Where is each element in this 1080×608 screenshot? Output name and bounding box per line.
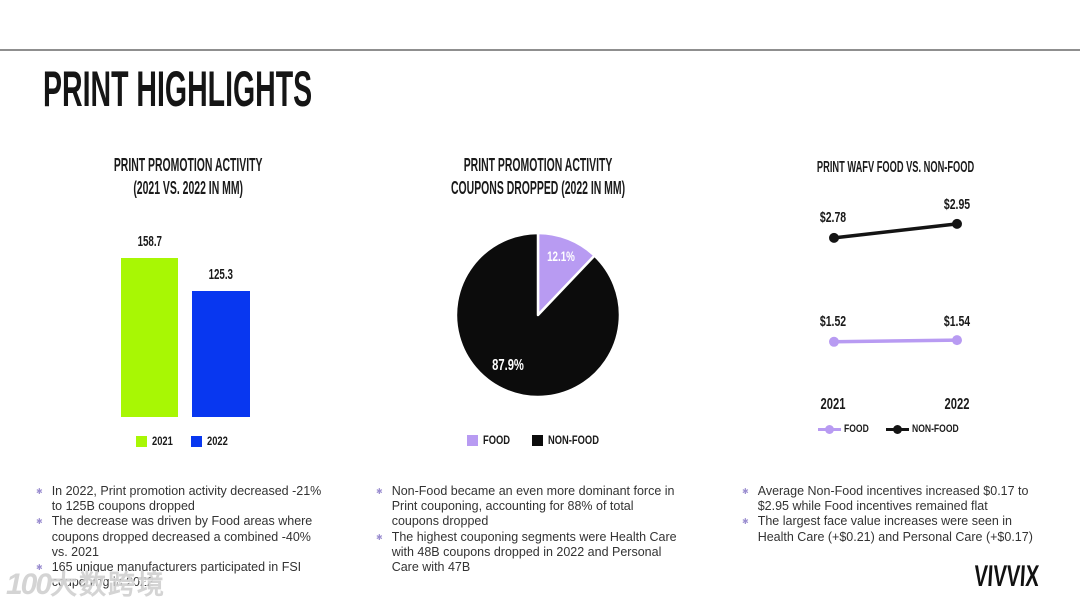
bullet-item: ✱ The highest couponing segments were Hea… [376,530,678,576]
bullet-text: Non-Food became an even more dominant fo… [391,484,675,529]
line-series-non-food [833,222,958,240]
line-chart-title: PRINT WAFV FOOD VS. NON-FOOD [760,156,1030,179]
vivvix-logo: VIVVIX [973,560,1040,593]
bullet-item: ✱ The decrease was driven by Food areas w… [36,514,326,560]
line-chart-legend: FOOD NON-FOOD [770,423,1020,435]
bar-2021: 158.7 [121,233,178,417]
bullet-icon: ✱ [36,487,43,496]
bar-2021-rect [121,258,178,417]
legend-label-nonfood: NON-FOOD [547,433,599,447]
bar-chart-title-line1: PRINT PROMOTION ACTIVITY [113,155,263,175]
watermark-logo: 100 [6,568,52,601]
legend-label-2022: 2022 [207,434,228,448]
data-point-non-food [952,218,962,229]
bullet-icon: ✱ [742,487,749,496]
bullet-icon: ✱ [36,517,43,527]
pie-label-nonfood: 87.9% [492,357,524,374]
value-food-2021: $1.52 [819,313,847,330]
legend-label-2021: 2021 [152,434,174,448]
pie-chart-legend: FOOD NON-FOOD [390,433,690,447]
value-nonfood-2022: $2.95 [943,196,971,213]
legend-item-2021: 2021 [136,434,179,448]
bullet-text: The highest couponing segments were Heal… [391,529,677,575]
watermark: 100大数跨境 [6,563,166,602]
bar-chart-legend: 2021 2022 [60,434,310,448]
page-title: PRINT HIGHLIGHTS [43,61,313,117]
legend-item-food-line: FOOD [818,423,876,435]
top-divider [0,49,1080,51]
bar-2022-rect [192,291,250,417]
legend-item-nonfood: NON-FOOD [531,433,613,447]
bullet-text: 165 unique manufacturers participated in… [51,560,302,590]
value-nonfood-2021: $2.78 [819,209,847,226]
bar-2022-value: 125.3 [208,266,234,283]
data-point-food [829,336,839,347]
legend-item-nonfood-line: NON-FOOD [885,423,972,435]
notes-col2: ✱ Non-Food became an even more dominant f… [376,484,678,575]
bullet-icon: ✱ [376,532,383,542]
notes-col3: ✱ Average Non-Food incentives increased $… [742,484,1037,545]
watermark-text: 大数跨境 [50,570,167,600]
legend-item-food: FOOD [467,433,518,447]
pie-chart-title-line1: PRINT PROMOTION ACTIVITY [463,155,613,175]
legend-item-2022: 2022 [191,434,234,448]
legend-swatch-2022 [191,435,202,447]
legend-label-food-line: FOOD [844,423,869,435]
pie-slice-food [536,231,596,317]
legend-swatch-nonfood [531,434,543,446]
bullet-item: ✱ Average Non-Food incentives increased $… [742,484,1037,514]
bar-2022: 125.3 [192,266,250,417]
bullet-icon: ✱ [376,487,383,496]
notes-col1: ✱ In 2022, Print promotion activity decre… [36,484,326,590]
bullet-item: ✱ In 2022, Print promotion activity decre… [36,484,326,514]
bar-chart-title: PRINT PROMOTION ACTIVITY (2021 VS. 2022 … [60,154,310,200]
bullet-item: ✱ 165 unique manufacturers participated i… [36,560,326,590]
bullet-text: Average Non-Food incentives increased $0… [757,484,1029,514]
legend-label-food: FOOD [483,433,511,447]
data-point-non-food [829,232,839,243]
bullet-icon: ✱ [36,563,43,573]
bullet-item: ✱ Non-Food became an even more dominant f… [376,484,678,530]
bar-chart-title-line2: (2021 VS. 2022 IN MM) [133,178,244,198]
bullet-text: The decrease was driven by Food areas wh… [51,514,313,559]
line-chart-title-line1: PRINT WAFV FOOD VS. NON-FOOD [816,159,975,176]
legend-line-nonfood [885,424,909,434]
bullet-text: The largest face value increases were se… [757,514,1033,544]
pie-chart-title: PRINT PROMOTION ACTIVITY COUPONS DROPPED… [388,154,688,200]
value-food-2022: $1.54 [943,313,971,330]
bullet-item: ✱ The largest face value increases were s… [742,514,1037,544]
bar-2021-value: 158.7 [137,233,162,250]
pie-slice-non-food [454,231,622,399]
legend-line-food [818,424,842,434]
pie-label-food: 12.1% [547,248,575,264]
legend-label-nonfood-line: NON-FOOD [911,423,959,435]
pie-chart-title-line2: COUPONS DROPPED (2022 IN MM) [451,178,626,198]
line-series-food [833,338,958,344]
data-point-food [952,335,962,346]
x-label-2022: 2022 [944,396,970,413]
legend-swatch-2021 [136,435,148,447]
legend-swatch-food [467,434,478,446]
bullet-text: In 2022, Print promotion activity decrea… [51,484,322,514]
x-label-2021: 2021 [820,396,846,413]
bullet-icon: ✱ [742,517,749,527]
